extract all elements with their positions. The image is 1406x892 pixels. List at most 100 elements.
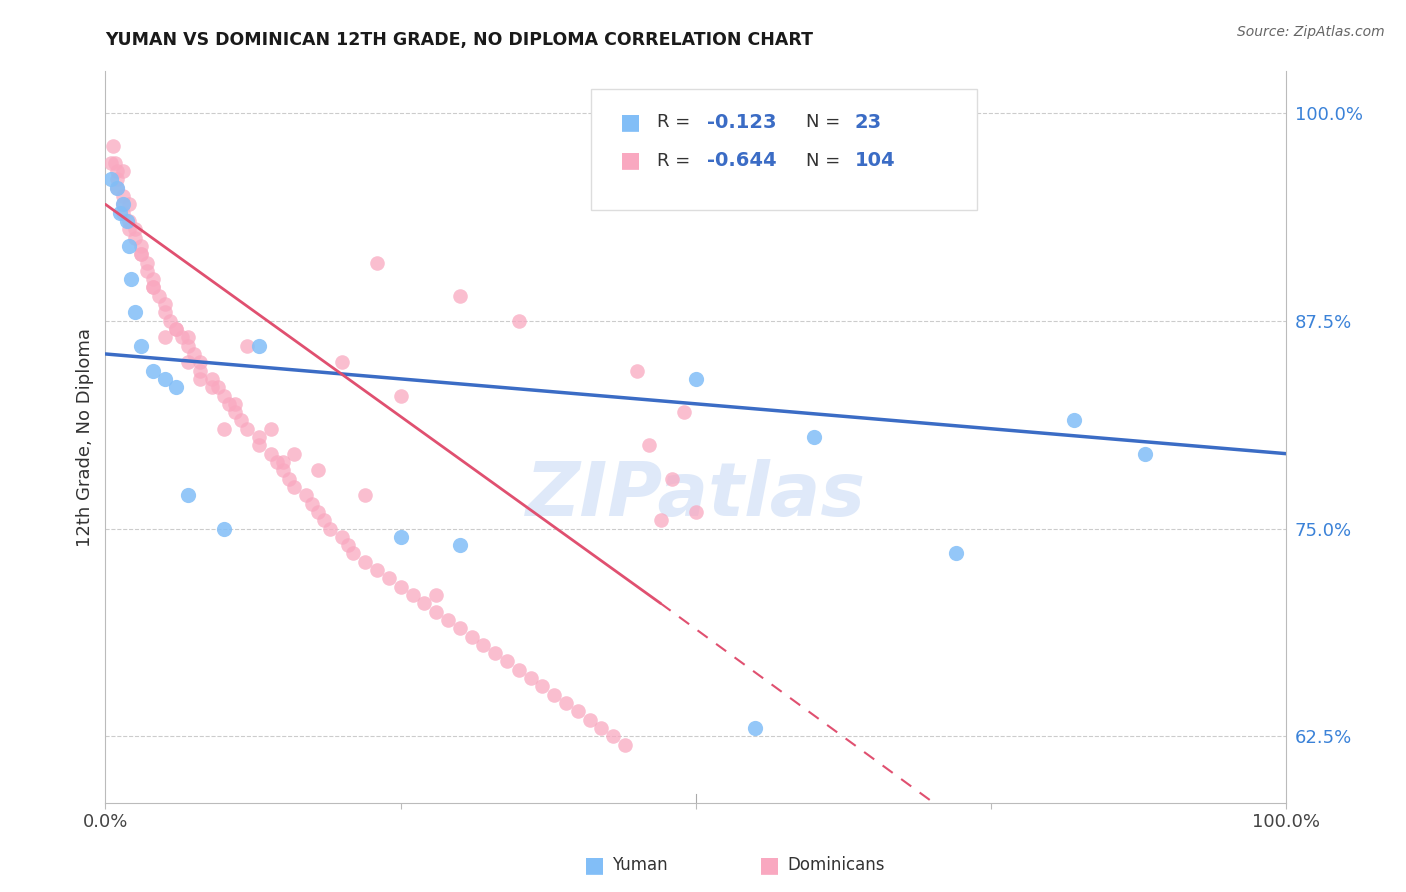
Point: [271, 455, 294, 469]
Text: -0.644: -0.644: [707, 151, 778, 170]
Point: [602, 729, 624, 743]
Point: [201, 372, 224, 386]
Point: [803, 430, 825, 444]
Point: [177, 355, 200, 369]
Text: 23: 23: [855, 112, 882, 132]
Point: [201, 380, 224, 394]
Point: [449, 538, 471, 552]
Point: [531, 680, 554, 694]
Point: [354, 488, 377, 502]
Point: [1063, 413, 1085, 427]
Point: [188, 372, 211, 386]
Point: [115, 214, 138, 228]
Point: [165, 322, 187, 336]
Point: [283, 480, 305, 494]
Point: [567, 705, 589, 719]
Point: [614, 738, 637, 752]
Point: [508, 314, 530, 328]
Point: [945, 546, 967, 560]
Point: [307, 463, 329, 477]
Y-axis label: 12th Grade, No Diploma: 12th Grade, No Diploma: [76, 327, 94, 547]
Point: [277, 472, 299, 486]
Point: [101, 139, 124, 153]
Point: [153, 330, 176, 344]
Point: [118, 214, 141, 228]
Point: [342, 546, 364, 560]
Point: [685, 505, 707, 519]
Text: ■: ■: [620, 151, 641, 170]
Point: [425, 605, 447, 619]
Point: [142, 272, 165, 286]
Text: R =: R =: [657, 152, 690, 169]
Point: [295, 488, 318, 502]
Point: [389, 388, 412, 402]
Point: [508, 663, 530, 677]
Point: [578, 713, 600, 727]
Point: [260, 422, 283, 436]
Point: [366, 563, 388, 577]
Point: [484, 646, 506, 660]
Point: [496, 655, 519, 669]
Point: [449, 621, 471, 635]
Point: [283, 447, 305, 461]
Point: [354, 555, 377, 569]
Point: [172, 330, 194, 344]
Point: [135, 264, 157, 278]
Point: [165, 322, 187, 336]
Point: [247, 438, 270, 452]
Point: [112, 205, 135, 219]
Point: [183, 347, 205, 361]
Point: [637, 438, 659, 452]
Point: [224, 405, 246, 419]
Point: [330, 355, 353, 369]
Point: [112, 164, 135, 178]
Point: [105, 164, 128, 178]
Point: [212, 388, 235, 402]
Point: [472, 638, 495, 652]
Point: [129, 239, 152, 253]
Point: [207, 380, 229, 394]
Point: [159, 314, 181, 328]
Point: [661, 472, 683, 486]
Point: [236, 338, 259, 352]
Point: [153, 372, 176, 386]
Point: [105, 180, 128, 194]
Point: [100, 156, 122, 170]
Point: [124, 305, 146, 319]
Text: Dominicans: Dominicans: [787, 856, 884, 874]
Point: [188, 363, 211, 377]
Point: [449, 289, 471, 303]
Text: N =: N =: [806, 152, 839, 169]
Point: [124, 230, 146, 244]
Point: [177, 488, 200, 502]
Point: [301, 497, 323, 511]
Point: [307, 505, 329, 519]
Point: [212, 422, 235, 436]
Point: [142, 280, 165, 294]
Point: [319, 522, 342, 536]
Point: [112, 189, 135, 203]
Point: [153, 305, 176, 319]
Text: R =: R =: [657, 113, 690, 131]
Point: [685, 372, 707, 386]
Point: [224, 397, 246, 411]
Point: [120, 272, 142, 286]
Text: ■: ■: [759, 855, 780, 875]
Point: [312, 513, 335, 527]
Point: [1133, 447, 1156, 461]
Point: [336, 538, 359, 552]
Point: [271, 463, 294, 477]
Point: [153, 297, 176, 311]
Text: N =: N =: [806, 113, 839, 131]
Point: [118, 222, 141, 236]
Text: Yuman: Yuman: [612, 856, 668, 874]
Point: [118, 239, 141, 253]
Point: [105, 172, 128, 186]
Point: [460, 630, 482, 644]
Text: YUMAN VS DOMINICAN 12TH GRADE, NO DIPLOMA CORRELATION CHART: YUMAN VS DOMINICAN 12TH GRADE, NO DIPLOM…: [105, 31, 814, 49]
Point: [413, 596, 436, 610]
Point: [129, 247, 152, 261]
Point: [112, 197, 135, 211]
Point: [148, 289, 170, 303]
Point: [124, 222, 146, 236]
